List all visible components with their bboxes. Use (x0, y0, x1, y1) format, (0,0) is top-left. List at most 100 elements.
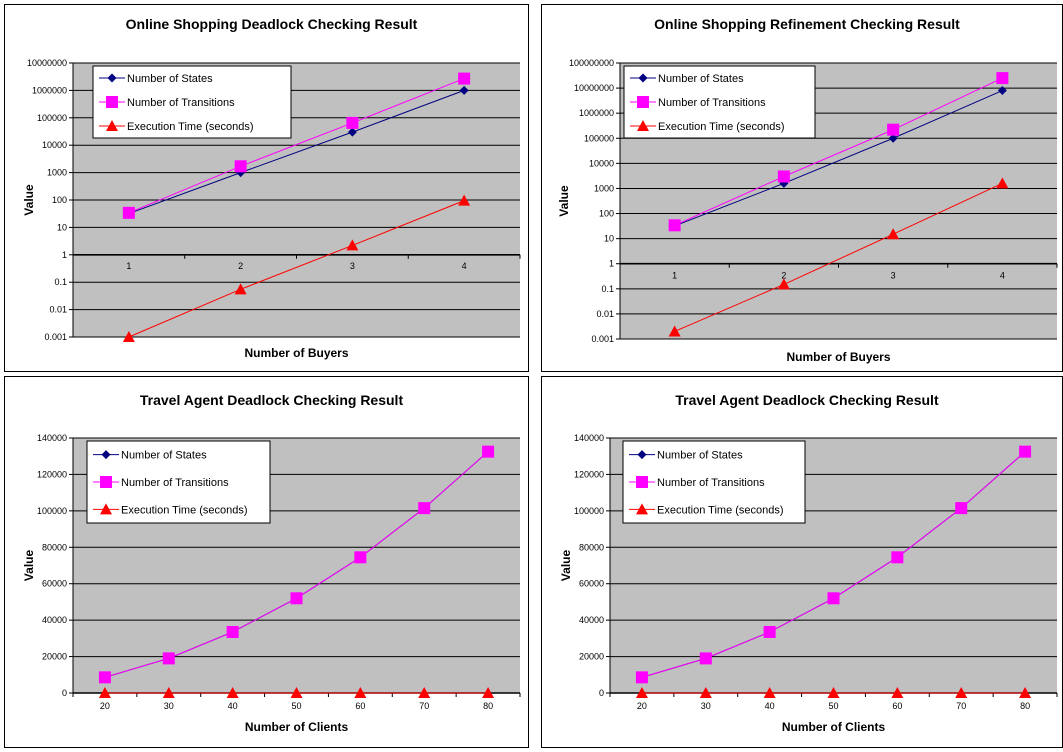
data-point (635, 686, 648, 698)
data-point (418, 502, 431, 515)
data-point (234, 283, 247, 295)
x-tick-label: 80 (483, 701, 493, 711)
x-tick-label: 60 (355, 701, 365, 711)
chart-title: Online Shopping Refinement Checking Resu… (654, 16, 960, 32)
y-tick-label: 1000000 (579, 108, 614, 118)
data-point (482, 686, 495, 698)
x-tick-label: 50 (291, 701, 301, 711)
legend-label: Number of States (657, 450, 743, 462)
data-point (346, 239, 359, 251)
x-tick-label: 4 (462, 261, 467, 271)
y-tick-label: 20000 (579, 652, 604, 662)
chart-svg: 0.001 0.01 0.1 1 10 100 1000 10000 100000 1000000… (557, 16, 1058, 364)
legend-marker (107, 73, 117, 83)
data-point (162, 686, 175, 698)
data-point (122, 206, 135, 219)
data-point (763, 686, 776, 698)
y-tick-label: 0.1 (54, 277, 67, 287)
data-point (635, 671, 648, 684)
x-axis-title: Number of Buyers (786, 350, 890, 364)
y-tick-label: 1000 (47, 168, 67, 178)
y-tick-label: 120000 (574, 469, 604, 479)
y-tick-label: 100000 (584, 133, 614, 143)
x-tick-label: 40 (228, 701, 238, 711)
data-point (699, 652, 712, 665)
legend-marker (106, 120, 118, 131)
data-point (777, 278, 790, 290)
data-point (827, 686, 840, 698)
chart-travel-agent-deadlock-2: 0 20000 40000 60000 80000 100000 120000 140000 2… (541, 376, 1063, 748)
legend-marker (106, 96, 118, 108)
legend-label: Number of Transitions (657, 477, 765, 489)
data-point (997, 86, 1007, 96)
y-tick-label: 1000 (594, 183, 614, 193)
legend-label: Number of Transitions (658, 97, 766, 109)
y-tick-label: 0.001 (591, 334, 614, 344)
y-tick-label: 20000 (42, 652, 67, 662)
x-tick-label: 1 (672, 271, 677, 281)
data-point (955, 502, 968, 515)
data-point (226, 625, 239, 638)
data-point (354, 551, 367, 564)
legend-label: Number of States (658, 73, 744, 85)
data-point (955, 686, 968, 698)
series-line (128, 78, 465, 214)
data-point (98, 686, 111, 698)
data-point (162, 652, 175, 665)
data-point (887, 123, 900, 136)
y-tick-label: 10000 (589, 158, 614, 168)
chart-title: Travel Agent Deadlock Checking Result (675, 392, 939, 408)
y-tick-label: 140000 (574, 433, 604, 443)
data-point (763, 625, 776, 638)
legend-marker (637, 96, 649, 108)
y-tick-label: 0.01 (596, 309, 614, 319)
legend-marker (637, 450, 647, 460)
y-tick-label: 60000 (579, 579, 604, 589)
legend-label: Execution Time (seconds) (127, 121, 254, 133)
data-point (98, 671, 111, 684)
data-point (887, 228, 900, 240)
x-tick-label: 3 (350, 261, 355, 271)
data-point (891, 551, 904, 564)
y-tick-label: 10000000 (574, 83, 614, 93)
data-point (699, 686, 712, 698)
data-point (827, 592, 840, 605)
x-tick-label: 30 (164, 701, 174, 711)
data-point (777, 170, 790, 183)
legend-marker (638, 73, 648, 83)
x-tick-label: 20 (637, 701, 647, 711)
data-point (122, 331, 135, 342)
y-tick-label: 0 (62, 688, 67, 698)
y-tick-label: 100000 (37, 113, 67, 123)
chart-title: Travel Agent Deadlock Checking Result (140, 392, 404, 408)
y-tick-label: 0.01 (49, 305, 67, 315)
y-tick-label: 10000000 (27, 58, 67, 68)
y-tick-label: 1 (609, 259, 614, 269)
data-point (996, 177, 1009, 189)
chart-online-shopping-refinement: 0.001 0.01 0.1 1 10 100 1000 10000 100000 1000000… (541, 4, 1063, 372)
series-line (128, 200, 465, 338)
y-tick-label: 10 (57, 222, 67, 232)
data-point (226, 686, 239, 698)
data-point (458, 194, 471, 206)
y-tick-label: 100000 (574, 506, 604, 516)
series-line (674, 77, 1003, 226)
y-tick-label: 40000 (579, 615, 604, 625)
x-tick-label: 60 (892, 701, 902, 711)
y-tick-label: 10 (604, 234, 614, 244)
data-point (354, 686, 367, 698)
data-point (459, 85, 469, 95)
data-point (234, 160, 247, 173)
data-point (1019, 445, 1032, 458)
x-axis-title: Number of Buyers (244, 346, 348, 360)
legend-marker (636, 476, 648, 488)
legend-label: Number of Transitions (121, 477, 229, 489)
data-point (418, 686, 431, 698)
x-tick-label: 20 (100, 701, 110, 711)
y-tick-label: 0 (599, 688, 604, 698)
data-point (458, 72, 471, 85)
y-axis-title: Value (22, 550, 36, 582)
y-tick-label: 40000 (42, 615, 67, 625)
x-tick-label: 80 (1020, 701, 1030, 711)
x-tick-label: 70 (956, 701, 966, 711)
